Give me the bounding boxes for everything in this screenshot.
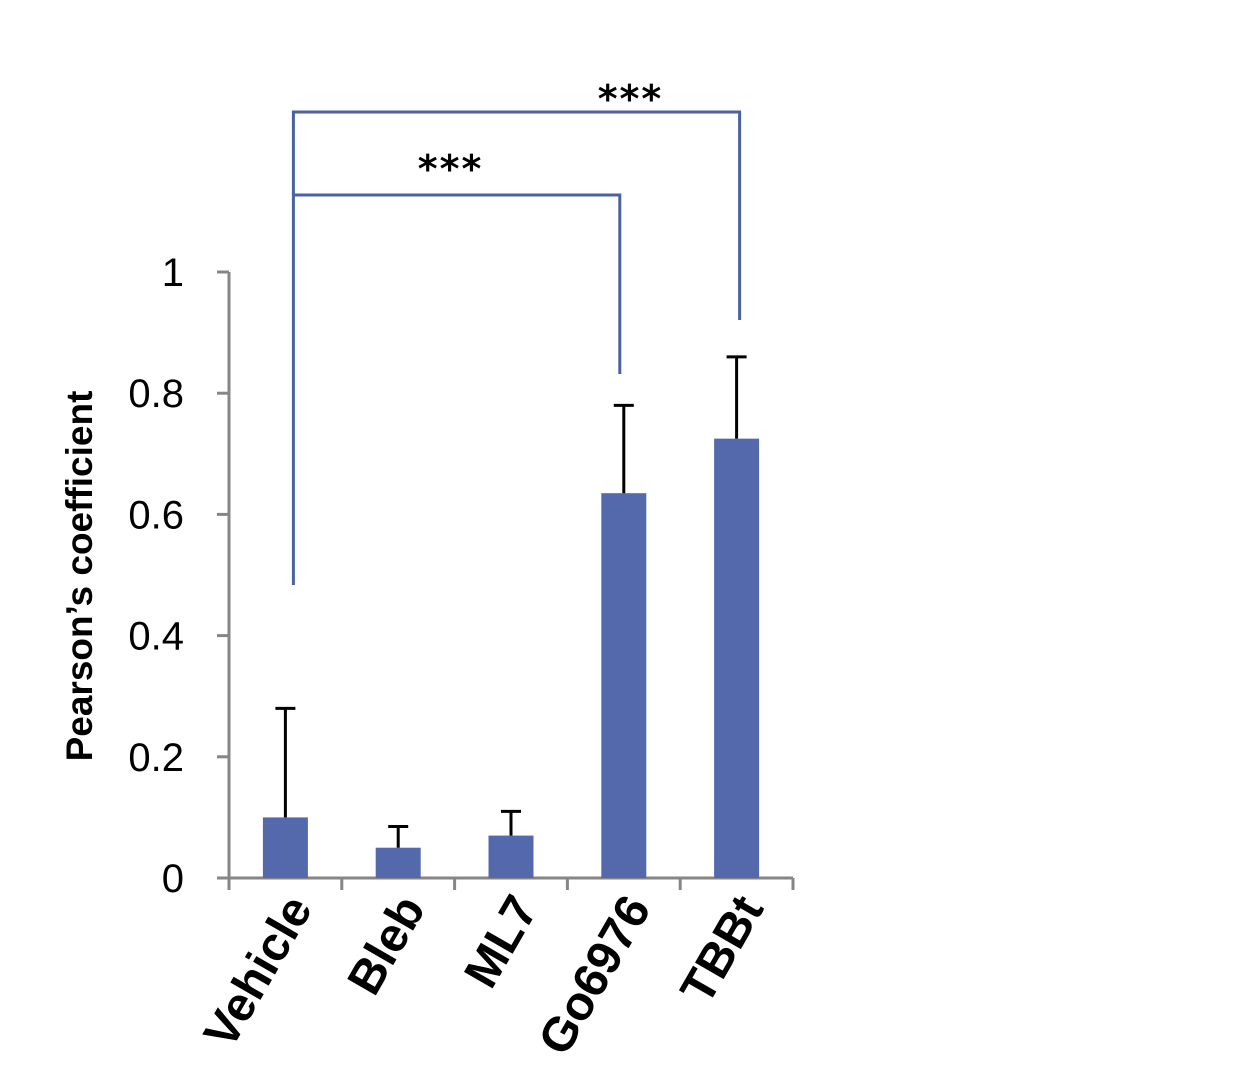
y-tick-label: 1 bbox=[162, 251, 184, 295]
bars bbox=[262, 438, 760, 878]
category-label: TBBt bbox=[671, 887, 774, 1013]
error-bars bbox=[275, 355, 747, 848]
category-label: ML7 bbox=[455, 887, 549, 997]
bar bbox=[488, 835, 534, 878]
significance-label: *** bbox=[418, 147, 484, 191]
bar bbox=[375, 847, 421, 878]
y-axis: 0 0.2 0.4 0.6 0.8 1 bbox=[128, 251, 231, 901]
y-tick-label: 0.8 bbox=[128, 372, 184, 416]
bar bbox=[714, 438, 760, 878]
category-label: Bleb bbox=[338, 887, 436, 1004]
bracket-vehicle-go6976 bbox=[291, 193, 622, 585]
y-tick-label: 0 bbox=[162, 857, 184, 901]
bar bbox=[601, 493, 647, 878]
x-axis bbox=[227, 876, 795, 890]
category-label: Go6976 bbox=[529, 887, 662, 1064]
significance-brackets: *** *** bbox=[291, 77, 742, 585]
bracket-vehicle-tbbt bbox=[291, 110, 742, 320]
y-tick-label: 0.6 bbox=[128, 493, 184, 537]
category-label: Vehicle bbox=[194, 887, 323, 1057]
bar bbox=[262, 817, 308, 878]
significance-label: *** bbox=[598, 77, 664, 121]
y-axis-title: Pearson’s coefficient bbox=[59, 391, 100, 762]
y-tick-label: 0.2 bbox=[128, 736, 184, 780]
y-tick-label: 0.4 bbox=[128, 615, 184, 659]
